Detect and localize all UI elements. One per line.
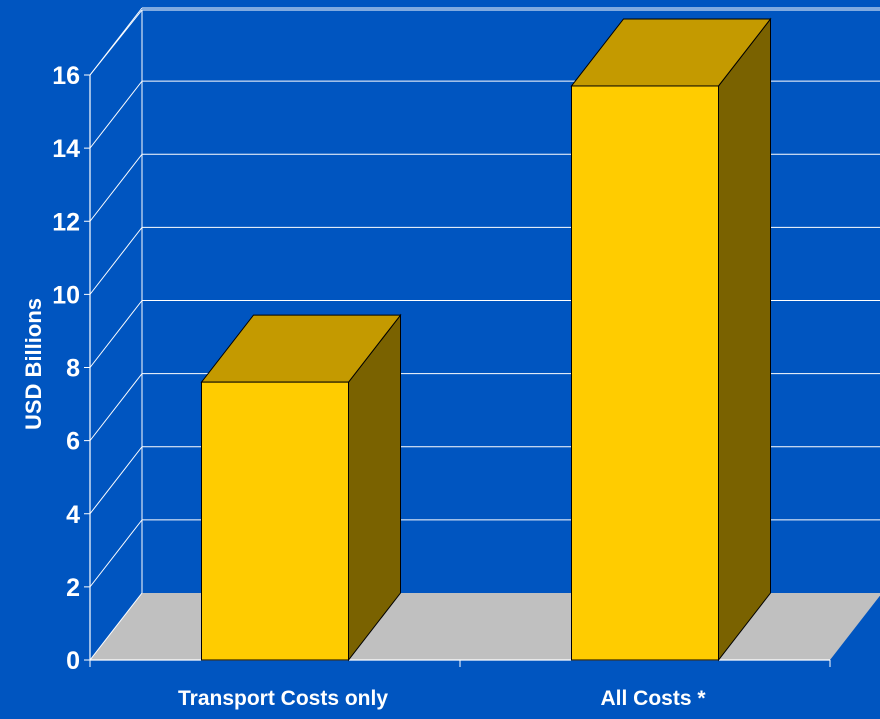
y-tick-label: 6	[66, 428, 80, 456]
y-tick-label: 0	[66, 647, 80, 675]
bar-front-face	[571, 85, 719, 661]
side-gridline	[89, 300, 143, 368]
y-tick-label: 2	[66, 574, 80, 602]
y-tick-label: 4	[66, 501, 80, 529]
y-tick-label: 8	[66, 355, 80, 383]
y-tick-label: 16	[52, 62, 80, 90]
side-gridline	[89, 153, 143, 222]
side-gridline	[89, 227, 143, 295]
y-tick-labels: 0 2 4 6 8 10 12 14 16	[52, 62, 80, 675]
side-gridline	[89, 592, 143, 661]
x-category-labels: Transport Costs only All Costs *	[178, 687, 706, 710]
y-axis-title: USD Billions	[21, 298, 46, 430]
y-tick-label: 14	[52, 135, 80, 163]
x-category-label: All Costs *	[600, 687, 706, 710]
side-gridline	[89, 519, 143, 588]
side-gridline	[89, 373, 143, 441]
bar	[200, 313, 402, 662]
bar	[570, 17, 772, 662]
x-category-label: Transport Costs only	[178, 687, 388, 710]
bar-side-face	[718, 17, 771, 662]
y-tick-label: 10	[52, 281, 80, 309]
side-top-edge	[89, 9, 143, 76]
y-tick-label: 12	[52, 208, 80, 236]
side-gridline	[89, 446, 143, 515]
bars	[200, 17, 772, 662]
bar-front-face	[201, 381, 349, 661]
side-gridline	[89, 80, 143, 149]
